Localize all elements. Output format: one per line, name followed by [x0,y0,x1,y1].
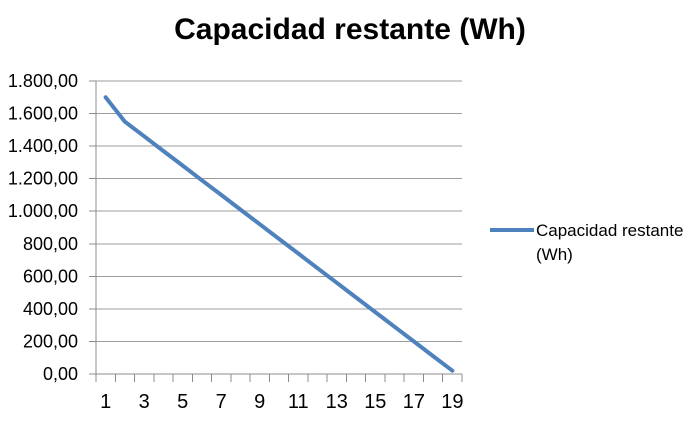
y-tick-label: 800,00 [23,234,78,254]
x-tick-label: 3 [139,391,150,413]
y-tick-label: 1.400,00 [8,136,78,156]
x-tick-label: 9 [254,391,265,413]
y-tick-label: 1.000,00 [8,201,78,221]
y-tick-label: 400,00 [23,299,78,319]
legend: Capacidad restante (Wh) [490,219,700,267]
x-tick-label: 19 [441,391,463,413]
y-tick-label: 200,00 [23,331,78,351]
series-line-capacidad-restante [103,95,455,373]
x-tick-label: 1 [100,391,111,413]
x-tick-label: 17 [403,391,425,413]
y-tick-label: 600,00 [23,266,78,286]
y-tick-label: 1.800,00 [8,71,78,91]
y-tick-label: 0,00 [43,364,78,384]
x-tick-label: 5 [177,391,188,413]
x-tick-label: 15 [364,391,386,413]
y-tick-label: 1.200,00 [8,169,78,189]
legend-label: Capacidad restante (Wh) [536,221,684,264]
legend-line-swatch [490,228,534,232]
x-tick-label: 13 [326,391,348,413]
x-tick-label: 7 [216,391,227,413]
x-tick-label: 11 [288,391,309,413]
y-tick-label: 1.600,00 [8,104,78,124]
chart-title: Capacidad restante (Wh) [174,13,526,46]
